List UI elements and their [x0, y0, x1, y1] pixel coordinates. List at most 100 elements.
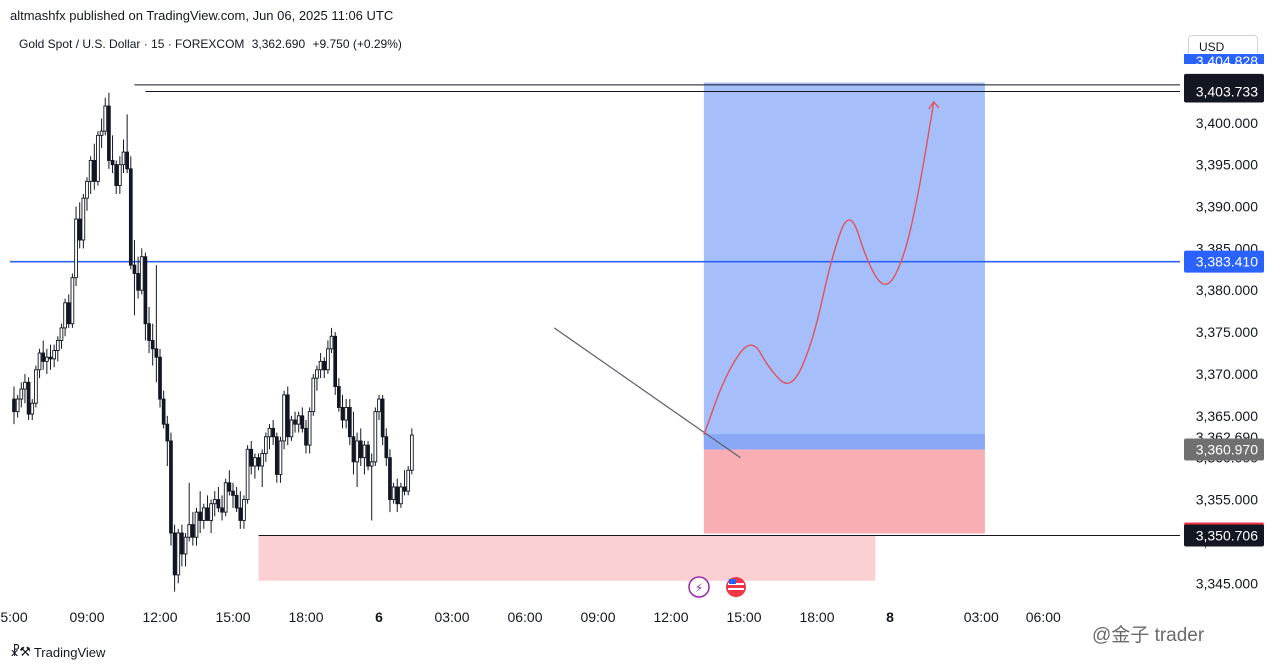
candle-body	[125, 151, 129, 170]
projection-arrow-icon	[928, 100, 940, 110]
candle-body	[362, 444, 367, 459]
candle-body	[395, 486, 400, 505]
candle-body	[264, 436, 268, 454]
candle-body	[154, 348, 159, 358]
target-badge-cropped-text: 3,404.828	[1196, 53, 1258, 69]
entry-price-badge	[1184, 438, 1264, 461]
candle-body	[242, 499, 246, 521]
candle-body	[227, 482, 232, 492]
candle-body	[85, 180, 89, 199]
candle-body	[402, 486, 407, 492]
candle-body	[238, 507, 243, 521]
candle-body	[183, 536, 188, 555]
candle-body	[307, 411, 312, 446]
level-3383-410-badge	[1184, 250, 1264, 273]
candle-body	[347, 406, 352, 438]
candle-body	[63, 302, 67, 329]
x-tick-label: 6	[375, 609, 383, 625]
last-price: 3,362.690	[251, 37, 306, 51]
level-3403-733-badge	[1184, 80, 1264, 103]
candle-body	[249, 448, 254, 467]
x-tick-label: 09:00	[580, 609, 615, 625]
candle-body	[293, 419, 297, 425]
candle-body	[216, 499, 221, 509]
candle-body	[260, 453, 265, 467]
candle-body	[198, 511, 202, 521]
candle-body	[92, 160, 97, 182]
y-tick-label: 3,380.000	[1196, 282, 1258, 298]
lightning-icon-glyph: ⚡	[695, 581, 703, 595]
candle-body	[333, 335, 338, 387]
y-tick-label: 3,400.000	[1196, 115, 1258, 131]
candle-body	[329, 335, 334, 350]
entry-price-badge-text: 3,360.970	[1196, 442, 1258, 458]
candle-body	[399, 486, 403, 505]
candle-body	[373, 411, 378, 463]
candle-body	[322, 360, 327, 371]
tradingview-logo-icon: ☧⚒	[10, 644, 31, 659]
candle-body	[114, 164, 119, 187]
candle-body	[180, 532, 184, 555]
candle-body	[351, 436, 356, 463]
support-zone	[258, 535, 876, 581]
profit-zone	[703, 82, 985, 450]
price-change: +9.750 (+0.29%)	[312, 37, 402, 51]
footer-brand: ☧⚒ TradingView	[10, 644, 105, 660]
candle-body	[311, 377, 316, 413]
candle-body	[81, 197, 86, 241]
x-tick-label: 18:00	[799, 609, 834, 625]
candle-body	[74, 218, 78, 279]
candles-group	[12, 92, 414, 592]
currency-selector[interactable]: USD	[1188, 35, 1258, 57]
x-tick-label: 09:00	[69, 609, 104, 625]
candle-body	[23, 381, 27, 390]
support-price-badge	[1184, 524, 1264, 547]
projection-path	[703, 101, 935, 436]
tradingview-logo-text: TradingView	[33, 644, 106, 660]
candle-body	[12, 398, 16, 413]
target-badge-cropped	[1184, 54, 1264, 64]
candle-body	[77, 218, 82, 241]
candle-body	[41, 352, 46, 362]
symbol-name: Gold Spot / U.S. Dollar · 15 · FOREXCOM	[19, 37, 245, 51]
x-tick-label: 12:00	[142, 609, 177, 625]
loss-zone	[703, 449, 985, 534]
publish-header: altmashfx published on TradingView.com, …	[0, 0, 1280, 30]
candle-body	[96, 134, 100, 182]
candle-body	[37, 352, 42, 371]
candle-body	[110, 160, 115, 166]
y-tick-label: 3,370.000	[1196, 366, 1258, 382]
candle-body	[209, 503, 213, 521]
x-tick-label: 8	[886, 609, 894, 625]
candle-body	[282, 394, 286, 442]
y-tick-label: 3,355.000	[1196, 492, 1258, 508]
candle-body	[380, 398, 385, 438]
lightning-icon	[688, 576, 710, 598]
candle-body	[410, 434, 414, 471]
candle-body	[176, 532, 181, 576]
y-tick-label: 3,365.000	[1196, 408, 1258, 424]
candle-body	[212, 499, 217, 505]
candle-body	[391, 486, 396, 500]
candle-body	[289, 419, 294, 438]
candle-body	[318, 360, 323, 371]
candle-body	[271, 427, 275, 438]
x-tick-label: 03:00	[964, 609, 999, 625]
candle-body	[26, 381, 31, 415]
candle-body	[384, 436, 389, 459]
candle-body	[165, 423, 170, 442]
candle-body	[201, 507, 206, 521]
watermark: @金子 trader	[1092, 625, 1205, 646]
candle-body	[55, 340, 60, 351]
candle-body	[304, 427, 308, 446]
candle-body	[15, 398, 20, 413]
candle-body	[161, 398, 166, 425]
candle-body	[388, 457, 392, 500]
candle-body	[278, 440, 283, 475]
candle-body	[128, 168, 133, 266]
candle-body	[355, 440, 359, 463]
candle-body	[169, 440, 173, 534]
candle-body	[19, 388, 24, 400]
candle-body	[406, 469, 411, 492]
